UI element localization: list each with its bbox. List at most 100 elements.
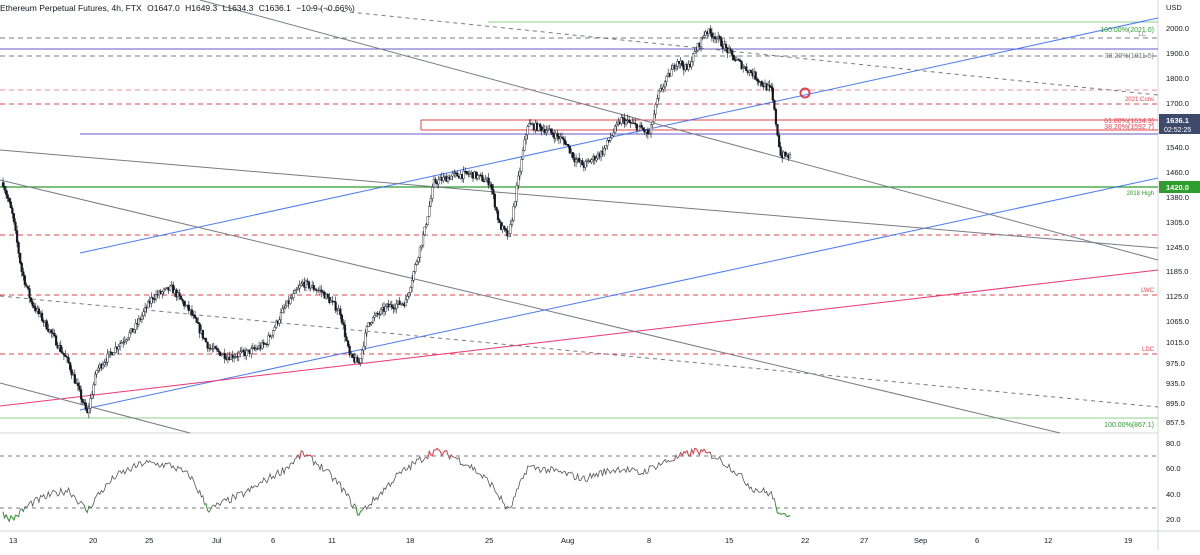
price-tick: 895.0 xyxy=(1166,399,1185,408)
rsi-overbought-segment xyxy=(306,455,308,456)
time-tick: 18 xyxy=(406,536,414,545)
candle-body xyxy=(703,35,705,37)
candle-body xyxy=(22,272,24,276)
chart-header: Ethereum Perpetual Futures, 4h, FTX O164… xyxy=(0,3,358,13)
candle-body xyxy=(313,285,315,289)
candle-body xyxy=(595,158,597,160)
rsi-oversold-segment xyxy=(15,515,17,516)
candle-body xyxy=(494,194,496,207)
price-axis-unit: USD xyxy=(1166,3,1182,12)
candle-body xyxy=(11,208,13,214)
time-tick: 20 xyxy=(89,536,97,545)
candle-body xyxy=(274,327,276,330)
candle-body xyxy=(4,186,6,190)
candle-body xyxy=(280,313,282,320)
candle-body xyxy=(642,128,644,129)
candle-body xyxy=(496,207,498,210)
price-axis: USD 2000.0 1900.0 1800.0 1700.0 1540.0 1… xyxy=(1159,3,1200,427)
candle-body xyxy=(5,190,7,195)
candle-body xyxy=(481,175,483,181)
candle-body xyxy=(427,217,429,225)
candle-body xyxy=(118,347,120,349)
candle-body xyxy=(7,195,9,199)
candle-body xyxy=(614,126,616,133)
candle-body xyxy=(272,330,274,335)
candle-body xyxy=(94,374,96,385)
candle-body xyxy=(16,230,18,242)
time-tick: Sep xyxy=(914,536,927,545)
price-tick: 1380.0 xyxy=(1166,193,1189,202)
candle-body xyxy=(564,140,566,144)
candle-body xyxy=(88,408,90,412)
candle-body xyxy=(93,385,95,395)
time-tick: 19 xyxy=(1124,536,1132,545)
candle-body xyxy=(341,315,343,323)
candle-body xyxy=(32,302,34,306)
candle-body xyxy=(21,263,23,272)
time-tick: Aug xyxy=(561,536,574,545)
level-2018-badge-label: 1420.0 xyxy=(1166,183,1189,192)
ohlc-low: L1634.3 xyxy=(223,3,254,13)
label-2021-cons: 2021 Cons xyxy=(1125,97,1154,103)
candle-body xyxy=(575,159,577,161)
price-tick: 1305.0 xyxy=(1166,218,1189,227)
candle-body xyxy=(74,374,76,383)
candle-body xyxy=(268,336,270,345)
candle-body xyxy=(19,253,21,263)
label-ldc: LDC xyxy=(1142,347,1155,353)
candle-body xyxy=(85,403,87,409)
candle-body xyxy=(424,227,426,235)
candle-body xyxy=(55,336,57,345)
candle-body xyxy=(452,174,454,176)
candle-body xyxy=(414,265,416,272)
label-lwc: LWC xyxy=(1141,288,1155,294)
price-tick: 1900.0 xyxy=(1166,49,1189,58)
candle-body xyxy=(80,390,82,400)
candle-body xyxy=(8,198,10,201)
candle-body xyxy=(422,235,424,245)
candle-body xyxy=(364,333,366,346)
candle-body xyxy=(432,187,434,198)
candle-body xyxy=(349,346,351,355)
candle-body xyxy=(514,202,516,207)
candle-body xyxy=(366,327,368,333)
time-tick: 22 xyxy=(801,536,809,545)
candle-body xyxy=(360,359,362,363)
candle-body xyxy=(239,352,241,353)
candle-body xyxy=(733,55,735,60)
candle-body xyxy=(653,114,655,122)
candle-body xyxy=(396,304,398,308)
time-tick: 27 xyxy=(860,536,868,545)
candle-body xyxy=(289,298,291,303)
candle-body xyxy=(666,76,668,82)
price-tick: 1700.0 xyxy=(1166,99,1189,108)
candle-body xyxy=(26,285,28,287)
candle-body xyxy=(372,317,374,322)
time-tick: 6 xyxy=(271,536,275,545)
rsi-overbought-segment xyxy=(309,455,311,456)
candle-body xyxy=(282,309,284,313)
price-tick: 857.5 xyxy=(1166,418,1185,427)
candle-body xyxy=(10,202,12,208)
candle-body xyxy=(357,357,359,362)
candle-body xyxy=(663,87,665,89)
candle-body xyxy=(725,44,727,47)
candle-body xyxy=(278,320,280,324)
candle-body xyxy=(416,262,418,265)
candle-body xyxy=(417,258,419,262)
candle-body xyxy=(271,335,273,337)
candle-body xyxy=(611,136,613,138)
candle-body xyxy=(670,70,672,76)
candle-body xyxy=(505,229,507,231)
candle-body xyxy=(13,214,15,222)
candle-body xyxy=(60,345,62,351)
ohlc-change: −10.9 (−0.66%) xyxy=(296,3,355,13)
candle-body xyxy=(24,276,26,285)
candle-body xyxy=(655,105,657,114)
candle-body xyxy=(563,138,565,140)
rsi-tick: 60.0 xyxy=(1166,464,1181,473)
candle-body xyxy=(477,176,479,179)
candle-body xyxy=(527,127,529,135)
